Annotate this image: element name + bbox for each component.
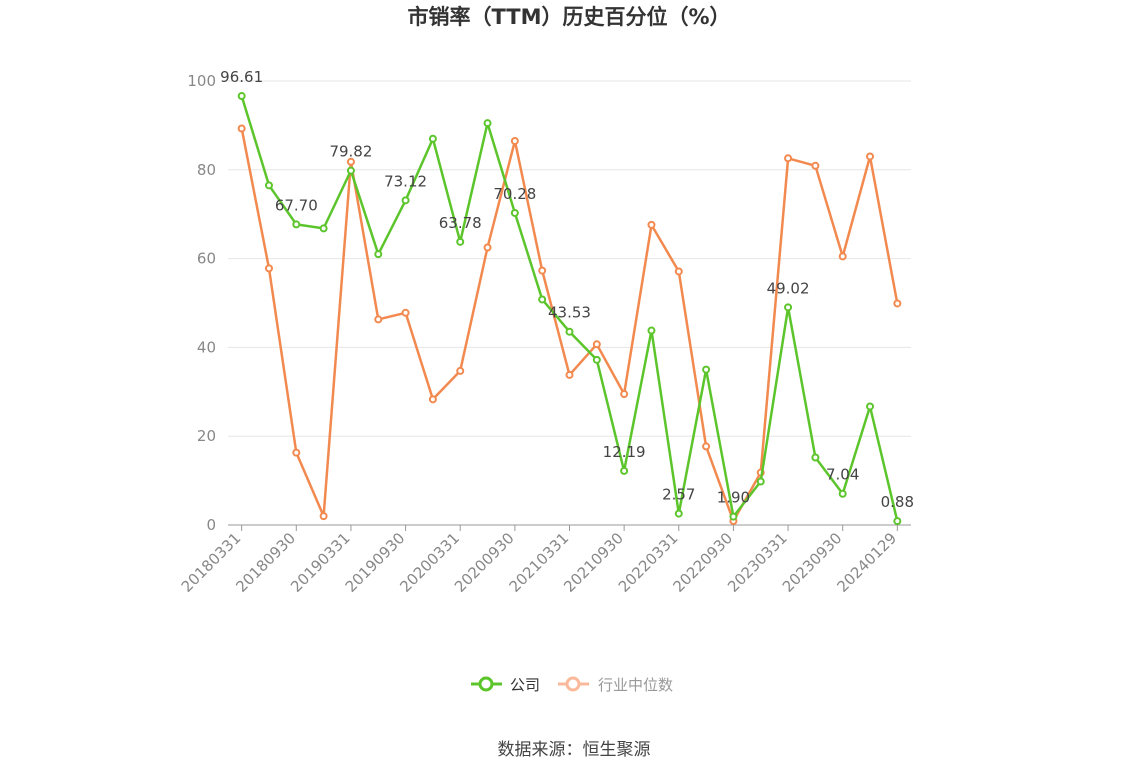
- data-point: [565, 370, 574, 379]
- data-point: [893, 517, 902, 526]
- data-point: [319, 224, 328, 233]
- data-point: [510, 136, 519, 145]
- y-tick-label: 60: [197, 250, 216, 268]
- data-point: [811, 161, 820, 170]
- legend-item-company[interactable]: 公司: [471, 676, 540, 694]
- data-point: [264, 181, 273, 190]
- data-point: [428, 134, 437, 143]
- data-point: [346, 166, 355, 175]
- data-point: [866, 152, 875, 161]
- data-point: [674, 267, 683, 276]
- data-point: [401, 196, 410, 205]
- legend-company-marker: [478, 676, 494, 692]
- data-label: 7.04: [826, 466, 859, 484]
- data-point: [784, 303, 793, 312]
- data-point: [456, 237, 465, 246]
- data-point: [702, 365, 711, 374]
- y-tick-label: 100: [187, 72, 216, 90]
- y-tick-label: 0: [206, 516, 216, 534]
- data-label: 63.78: [439, 214, 482, 232]
- data-point: [702, 442, 711, 451]
- data-label: 49.02: [767, 279, 810, 297]
- data-point: [756, 477, 765, 486]
- series-line: [240, 128, 899, 523]
- y-tick-label: 40: [197, 338, 216, 356]
- data-point: [811, 453, 820, 462]
- data-point: [538, 295, 547, 304]
- grid: [228, 80, 911, 437]
- data-point: [483, 119, 492, 128]
- series-layer: [237, 92, 902, 526]
- data-point: [483, 243, 492, 252]
- legend-company-label: 公司: [510, 676, 540, 694]
- data-point: [401, 308, 410, 317]
- data-point: [674, 509, 683, 518]
- y-axis: 0 20 40 60 80 100: [187, 72, 216, 534]
- data-point: [319, 512, 328, 521]
- data-point: [346, 157, 355, 166]
- data-point: [866, 402, 875, 411]
- data-label: 96.61: [220, 68, 263, 86]
- data-labels: 96.61 67.70 79.82 73.12 63.78 70.28 43.53 12.19…: [220, 68, 914, 511]
- data-point: [647, 220, 656, 229]
- data-point: [838, 489, 847, 498]
- data-label: 79.82: [329, 143, 372, 161]
- data-point: [538, 266, 547, 275]
- data-point: [292, 448, 301, 457]
- data-label: 73.12: [384, 172, 427, 190]
- data-point: [838, 252, 847, 261]
- legend: 公司 行业中位数: [471, 676, 673, 694]
- data-point: [237, 92, 246, 101]
- data-point: [456, 366, 465, 375]
- data-label: 0.88: [881, 493, 914, 511]
- data-point: [428, 395, 437, 404]
- data-point: [620, 390, 629, 399]
- legend-item-industry[interactable]: 行业中位数: [558, 676, 673, 694]
- data-label: 2.57: [662, 486, 695, 504]
- data-point: [784, 154, 793, 163]
- data-point: [592, 355, 601, 364]
- data-point: [893, 299, 902, 308]
- chart-title: 市销率（TTM）历史百分位（%）: [407, 5, 730, 29]
- legend-industry-label: 行业中位数: [598, 676, 673, 694]
- data-point: [620, 466, 629, 475]
- data-point: [565, 327, 574, 336]
- data-point: [592, 340, 601, 349]
- data-point: [510, 208, 519, 217]
- data-point: [264, 264, 273, 273]
- y-tick-label: 80: [197, 161, 216, 179]
- y-tick-label: 20: [197, 427, 216, 445]
- data-label: 67.70: [275, 196, 318, 214]
- data-point: [374, 250, 383, 259]
- data-label: 70.28: [493, 185, 536, 203]
- data-point: [647, 326, 656, 335]
- data-point: [292, 220, 301, 229]
- source-note: 数据来源：恒生聚源: [498, 740, 651, 760]
- data-point: [729, 512, 738, 521]
- x-tick-label: 20240129: [833, 529, 900, 596]
- data-point: [374, 315, 383, 324]
- data-label: 1.90: [717, 489, 750, 507]
- data-label: 43.53: [548, 304, 591, 322]
- data-point: [237, 124, 246, 133]
- x-axis: 2018033120180930201903312019093020200331…: [178, 524, 911, 596]
- legend-industry-marker: [565, 676, 581, 692]
- data-label: 12.19: [603, 443, 646, 461]
